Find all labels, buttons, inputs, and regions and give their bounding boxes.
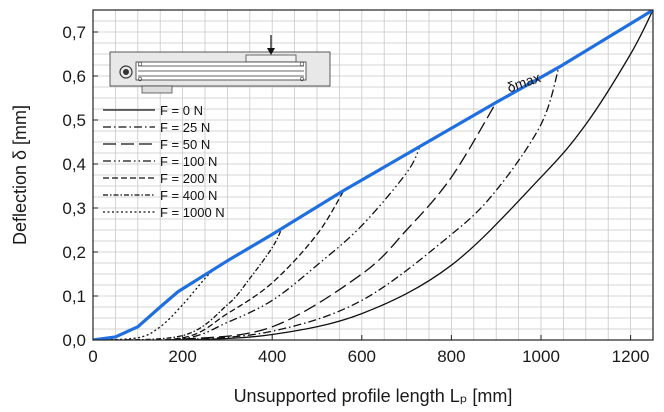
y-tick-label: 0,2 [62, 243, 86, 262]
series-line [93, 269, 215, 340]
legend-label: F = 50 N [160, 137, 210, 152]
legend-label: F = 0 N [160, 103, 203, 118]
series-line [93, 190, 345, 340]
pivot-inner [123, 69, 129, 75]
y-tick-label: 0,5 [62, 111, 86, 130]
series-curves [93, 10, 653, 340]
x-tick-label: 400 [258, 347, 286, 366]
support-block [141, 85, 173, 94]
legend-label: F = 100 N [160, 154, 217, 169]
bolt [137, 76, 143, 82]
series-delta-max [93, 10, 653, 340]
x-tick-label: 800 [437, 347, 465, 366]
plot-frame [92, 9, 654, 341]
series-line [93, 229, 282, 340]
bolt [137, 61, 143, 67]
x-axis-label: Unsupported profile length Lₚ [mm] [234, 386, 513, 406]
profile-schematic [109, 35, 331, 94]
load-plate [245, 54, 297, 63]
series-line [93, 102, 497, 340]
y-tick-label: 0,4 [62, 155, 86, 174]
x-tick-label: 1000 [522, 347, 560, 366]
y-tick-label: 0,6 [62, 67, 86, 86]
y-tick-label: 0,3 [62, 199, 86, 218]
axis-ticks: 0 200 400 600 800 1000 1200 0,0 0,1 0,2 0,3 0,4 0,5 0… [62, 23, 649, 366]
x-tick-label: 200 [168, 347, 196, 366]
bolt [299, 61, 305, 67]
series-line [93, 10, 653, 340]
x-tick-label: 1200 [612, 347, 650, 366]
x-tick-label: 0 [88, 347, 97, 366]
y-tick-label: 0,7 [62, 23, 86, 42]
legend-label: F = 25 N [160, 120, 210, 135]
bolt [299, 76, 305, 82]
legend-label: F = 1000 N [160, 205, 225, 220]
x-tick-label: 600 [348, 347, 376, 366]
y-tick-label: 0,0 [62, 331, 86, 350]
y-axis-label: Deflection δ [mm] [10, 105, 30, 245]
legend-label: F = 200 N [160, 171, 217, 186]
legend-label: F = 400 N [160, 188, 217, 203]
legend: F = 0 N F = 25 N F = 50 N F = 100 N F = 200 … [103, 103, 225, 220]
pivot-outer [119, 65, 133, 79]
y-tick-label: 0,1 [62, 287, 86, 306]
force-arrow-icon [267, 48, 275, 55]
series-line [93, 146, 421, 340]
